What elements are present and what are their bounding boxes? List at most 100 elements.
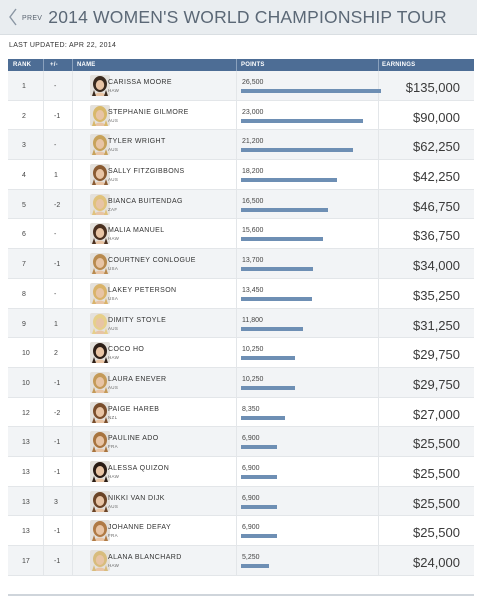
table-row[interactable]: 10 -1 LAURA ENEVER AUS 10,250 $29,750 xyxy=(8,367,474,398)
surfer-name[interactable]: NIKKI VAN DIJK xyxy=(108,494,165,502)
surfer-avatar[interactable] xyxy=(90,342,110,364)
surfer-name[interactable]: LAURA ENEVER xyxy=(108,375,167,383)
surfer-country: USA xyxy=(108,266,119,272)
page-title: 2014 WOMEN'S WORLD CHAMPIONSHIP TOUR xyxy=(48,6,447,27)
table-row[interactable]: 13 -1 PAULINE ADO FRA 6,900 $25,500 xyxy=(8,427,474,457)
surfer-name[interactable]: PAIGE HAREB xyxy=(108,405,160,413)
surfer-portrait-icon xyxy=(90,193,110,215)
table-row[interactable]: 13 -1 ALESSA QUIZON HAW 6,900 $25,500 xyxy=(8,456,474,487)
rank-change: -2 xyxy=(54,201,61,209)
table-row[interactable]: 8 - LAKEY PETERSON USA 13,450 $35,250 xyxy=(8,278,474,309)
surfer-name[interactable]: COCO HO xyxy=(108,346,145,354)
surfer-name[interactable]: ALANA BLANCHARD xyxy=(108,554,182,561)
surfer-portrait-icon xyxy=(90,104,110,126)
rank-value: 13 xyxy=(22,468,30,476)
column-divider xyxy=(72,397,73,427)
points-value: 6,900 xyxy=(242,464,260,472)
column-divider xyxy=(378,160,379,189)
surfer-name[interactable]: PAULINE ADO xyxy=(108,435,159,443)
points-value: 21,200 xyxy=(242,138,264,146)
surfer-country: NZL xyxy=(108,414,118,420)
table-row[interactable]: 13 -1 JOHANNE DEFAY FRA 6,900 $25,500 xyxy=(8,516,474,546)
column-divider xyxy=(378,397,379,427)
surfer-avatar[interactable] xyxy=(90,371,110,393)
rank-change: -1 xyxy=(54,112,61,120)
column-divider xyxy=(72,456,73,486)
surfer-portrait-icon xyxy=(90,282,110,304)
surfer-avatar[interactable] xyxy=(90,134,110,156)
column-divider xyxy=(72,367,73,397)
column-divider xyxy=(378,456,379,486)
column-divider xyxy=(43,338,44,367)
surfer-avatar[interactable] xyxy=(90,460,110,482)
table-row[interactable]: 4 1 SALLY FITZGIBBONS AUS 18,200 $42,250 xyxy=(8,160,474,190)
surfer-avatar[interactable] xyxy=(90,490,110,512)
rank-value: 10 xyxy=(22,350,30,358)
surfer-avatar[interactable] xyxy=(90,282,110,304)
surfer-portrait-icon xyxy=(90,312,110,334)
rank-change: 2 xyxy=(54,350,58,358)
table-row[interactable]: 17 -1 ALANA BLANCHARD HAW 5,250 $24,000 xyxy=(8,546,474,576)
surfer-portrait-icon xyxy=(90,223,110,245)
rank-change: -1 xyxy=(54,261,61,269)
surfer-name[interactable]: JOHANNE DEFAY xyxy=(108,524,172,532)
table-row[interactable]: 5 -2 BIANCA BUITENDAG ZAF 16,500 $46,750 xyxy=(8,189,474,220)
surfer-portrait-icon xyxy=(90,342,110,364)
column-divider xyxy=(236,456,237,486)
column-divider xyxy=(236,367,237,397)
rank-value: 5 xyxy=(22,201,26,209)
table-footer-divider xyxy=(8,594,474,596)
table-row[interactable]: 7 -1 COURTNEY CONLOGUE USA 13,700 $34,000 xyxy=(8,249,474,279)
points-bar xyxy=(241,148,353,153)
surfer-name[interactable]: LAKEY PETERSON xyxy=(108,286,177,294)
surfer-avatar[interactable] xyxy=(90,401,110,423)
table-row[interactable]: 10 2 COCO HO HAW 10,250 $29,750 xyxy=(8,338,474,368)
surfer-name[interactable]: BIANCA BUITENDAG xyxy=(108,197,183,205)
column-divider xyxy=(43,456,44,486)
surfer-avatar[interactable] xyxy=(90,520,110,542)
surfer-avatar[interactable] xyxy=(90,223,110,245)
column-divider xyxy=(378,486,379,516)
surfer-name[interactable]: ALESSA QUIZON xyxy=(108,464,170,472)
surfer-portrait-icon xyxy=(90,431,110,453)
rank-value: 12 xyxy=(22,409,30,417)
surfer-avatar[interactable] xyxy=(90,312,110,334)
table-row[interactable]: 1 - CARISSA MOORE HAW 26,500 $135,000 xyxy=(8,71,474,101)
surfer-name[interactable]: COURTNEY CONLOGUE xyxy=(108,257,196,265)
surfer-name[interactable]: SALLY FITZGIBBONS xyxy=(108,168,185,176)
surfer-name[interactable]: MALIA MANUEL xyxy=(108,227,165,235)
surfer-avatar[interactable] xyxy=(90,550,110,571)
table-row[interactable]: 3 - TYLER WRIGHT AUS 21,200 $62,250 xyxy=(8,130,474,161)
last-updated: LAST UPDATED: APR 22, 2014 xyxy=(9,42,117,49)
table-row[interactable]: 12 -2 PAIGE HAREB NZL 8,350 $27,000 xyxy=(8,397,474,428)
surfer-avatar[interactable] xyxy=(90,104,110,126)
column-divider xyxy=(378,338,379,367)
points-value: 10,250 xyxy=(242,375,264,383)
column-divider xyxy=(236,59,237,71)
scrollbar[interactable] xyxy=(477,0,487,599)
surfer-avatar[interactable] xyxy=(90,75,110,96)
surfer-name[interactable]: DIMITY STOYLE xyxy=(108,316,167,324)
table-row[interactable]: 13 3 NIKKI VAN DIJK AUS 6,900 $25,500 xyxy=(8,486,474,517)
rank-change: -2 xyxy=(54,409,61,417)
points-bar xyxy=(241,504,277,509)
table-row[interactable]: 2 -1 STEPHANIE GILMORE AUS 23,000 $90,000 xyxy=(8,100,474,131)
column-divider xyxy=(378,308,379,338)
rank-value: 17 xyxy=(22,558,30,565)
surfer-name[interactable]: TYLER WRIGHT xyxy=(108,138,166,146)
surfer-avatar[interactable] xyxy=(90,164,110,186)
surfer-name[interactable]: STEPHANIE GILMORE xyxy=(108,108,189,116)
surfer-avatar[interactable] xyxy=(90,193,110,215)
rank-value: 2 xyxy=(22,112,26,120)
surfer-avatar[interactable] xyxy=(90,431,110,453)
column-divider xyxy=(43,546,44,575)
table-row[interactable]: 6 - MALIA MANUEL HAW 15,600 $36,750 xyxy=(8,219,474,250)
points-value: 6,900 xyxy=(242,524,260,532)
earnings-value: $29,750 xyxy=(413,347,460,363)
column-divider xyxy=(236,546,237,575)
rank-change: -1 xyxy=(54,558,61,565)
table-row[interactable]: 9 1 DIMITY STOYLE AUS 11,800 $31,250 xyxy=(8,308,474,339)
surfer-name[interactable]: CARISSA MOORE xyxy=(108,79,172,86)
surfer-avatar[interactable] xyxy=(90,253,110,275)
prev-button[interactable]: PREV xyxy=(0,0,42,34)
